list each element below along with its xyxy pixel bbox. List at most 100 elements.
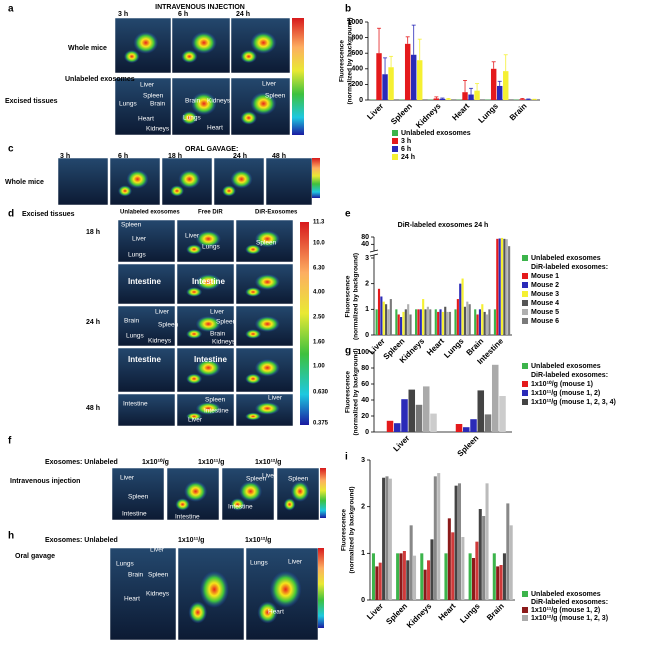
bar (485, 483, 489, 600)
signal (254, 359, 280, 377)
signal (245, 329, 262, 339)
bar (485, 314, 489, 335)
signal (170, 185, 184, 197)
bar (422, 299, 425, 335)
bar (433, 476, 437, 600)
signal (254, 274, 280, 290)
bar (490, 68, 497, 100)
bar (439, 98, 446, 100)
bar (462, 92, 468, 100)
colorbar (292, 18, 304, 135)
bar (407, 304, 410, 335)
bar (508, 246, 511, 335)
legend-swatch (522, 291, 528, 297)
bar (380, 296, 383, 335)
bar (493, 309, 496, 335)
signal (118, 185, 132, 197)
label: Liver (132, 236, 147, 243)
bar (444, 553, 448, 600)
legend-swatch (522, 363, 528, 369)
bar (434, 309, 437, 335)
bar (468, 553, 472, 600)
bar (402, 551, 406, 600)
label: a (8, 4, 14, 15)
label: f (8, 436, 12, 447)
bar (476, 314, 479, 335)
panel-label: e (345, 209, 351, 220)
label: 6 h (178, 11, 188, 18)
legend-label: Mouse 1 (531, 273, 559, 280)
label: Kidneys (146, 591, 170, 598)
colorbar (312, 158, 320, 198)
signal (222, 185, 236, 197)
bar (457, 483, 462, 600)
bar (506, 503, 510, 600)
label: Excised tissues (5, 98, 58, 105)
y-axis-label: Fluorescence (339, 40, 346, 82)
panel-label: g (345, 346, 351, 357)
signal (199, 571, 229, 608)
y-tick-label: 3 (365, 255, 369, 262)
signal (186, 373, 203, 385)
label: ORAL GAVAGE: (185, 146, 238, 153)
bar (456, 299, 459, 335)
legend-swatch (522, 390, 528, 396)
bar (409, 525, 413, 600)
x-tick-label: Brain (508, 101, 529, 122)
bar (378, 562, 382, 600)
y-tick-label: 100 (357, 349, 369, 356)
bar (375, 309, 378, 335)
bar (466, 301, 469, 335)
photo (57, 157, 109, 206)
label: 1.60 (313, 340, 325, 346)
y-tick-label: 600 (351, 50, 363, 57)
label: Brain (124, 318, 140, 325)
signal (186, 412, 203, 421)
y-tick-label: 0 (365, 429, 369, 436)
label: Excised tissues (22, 211, 75, 218)
label: 3 h (60, 153, 70, 160)
label: Kidneys (212, 339, 236, 346)
bar (498, 238, 501, 335)
label: Spleen (148, 572, 169, 579)
label: Liver (210, 309, 225, 316)
label: Intestine (194, 355, 227, 364)
legend-swatch (392, 146, 398, 152)
bar (475, 541, 479, 600)
legend-subtitle: DiR-labeled exosomes: (531, 372, 608, 379)
panel-label: i (345, 452, 348, 463)
bar (376, 53, 382, 100)
label: d (8, 209, 14, 220)
signal (186, 287, 203, 297)
bar (375, 566, 379, 600)
label: Brain (210, 331, 226, 338)
bar (519, 99, 526, 100)
x-tick-label: Spleen (389, 101, 414, 126)
axis-break (369, 253, 379, 257)
bar (474, 309, 477, 335)
bar (497, 85, 503, 100)
signal (195, 230, 221, 248)
y-tick-label: 40 (361, 397, 369, 404)
bar (422, 386, 430, 432)
y-tick-label: 800 (351, 34, 363, 41)
bar (382, 74, 388, 100)
photo (117, 263, 176, 305)
label: Intestine (128, 355, 161, 364)
bar (483, 311, 486, 335)
label: Intestine (228, 504, 253, 511)
label: Heart (268, 609, 284, 616)
y-tick-label: 80 (361, 234, 369, 241)
bar (396, 553, 400, 600)
colorbar (320, 468, 326, 518)
label: Spleen (256, 240, 277, 247)
legend-label: Unlabeled exosomes (531, 363, 601, 370)
bar (459, 283, 462, 335)
bar (441, 311, 444, 335)
label: Heart (207, 125, 223, 132)
y-tick-label: 200 (351, 81, 363, 88)
bar (385, 304, 388, 335)
y-tick-label: 1 (361, 550, 365, 557)
colorbar (318, 548, 324, 628)
label: Intestine (192, 277, 225, 286)
